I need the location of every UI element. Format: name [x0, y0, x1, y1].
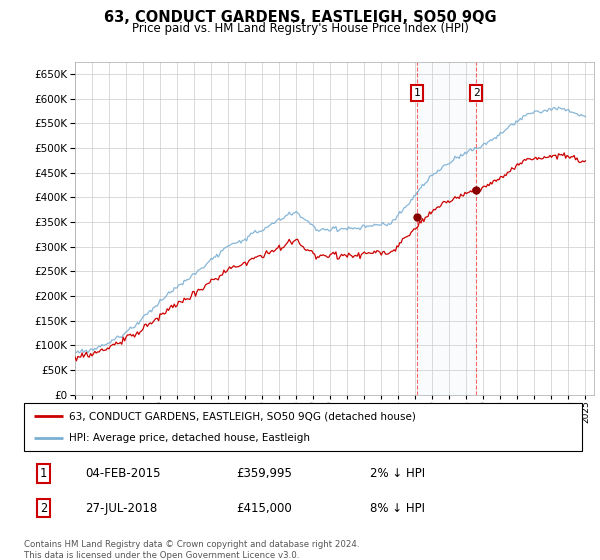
- Text: Contains HM Land Registry data © Crown copyright and database right 2024.
This d: Contains HM Land Registry data © Crown c…: [24, 540, 359, 560]
- Text: 1: 1: [40, 467, 47, 480]
- Text: 8% ↓ HPI: 8% ↓ HPI: [370, 502, 425, 515]
- Text: Price paid vs. HM Land Registry's House Price Index (HPI): Price paid vs. HM Land Registry's House …: [131, 22, 469, 35]
- Text: 1: 1: [413, 88, 420, 98]
- Text: 2% ↓ HPI: 2% ↓ HPI: [370, 467, 425, 480]
- Text: HPI: Average price, detached house, Eastleigh: HPI: Average price, detached house, East…: [68, 433, 310, 443]
- Text: £359,995: £359,995: [236, 467, 292, 480]
- Text: 04-FEB-2015: 04-FEB-2015: [85, 467, 161, 480]
- FancyBboxPatch shape: [24, 403, 582, 451]
- Text: 27-JUL-2018: 27-JUL-2018: [85, 502, 158, 515]
- Text: 2: 2: [473, 88, 479, 98]
- Text: 2: 2: [40, 502, 47, 515]
- Text: 63, CONDUCT GARDENS, EASTLEIGH, SO50 9QG: 63, CONDUCT GARDENS, EASTLEIGH, SO50 9QG: [104, 10, 496, 25]
- Bar: [417, 62, 476, 395]
- Text: £415,000: £415,000: [236, 502, 292, 515]
- Text: 63, CONDUCT GARDENS, EASTLEIGH, SO50 9QG (detached house): 63, CONDUCT GARDENS, EASTLEIGH, SO50 9QG…: [68, 411, 416, 421]
